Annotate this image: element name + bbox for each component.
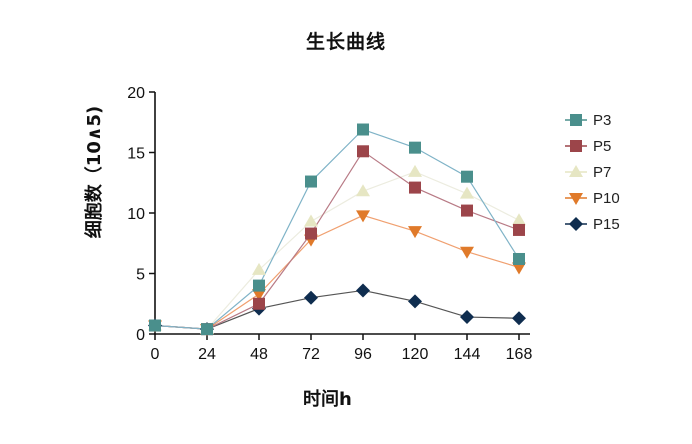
data-point-p3	[513, 252, 525, 265]
series-line-p5	[154, 150, 520, 330]
chart-title: 生长曲线	[305, 31, 386, 53]
data-point-p7	[408, 164, 422, 177]
x-tick-label: 72	[302, 346, 320, 363]
data-point-p3	[409, 141, 421, 154]
y-tick-label: 20	[127, 85, 145, 102]
x-tick-label: 0	[151, 346, 160, 363]
x-tick-label: 144	[454, 346, 481, 363]
data-point-p15	[460, 310, 474, 325]
data-point-p3	[149, 319, 161, 332]
data-point-p7	[252, 262, 266, 275]
legend-marker-p7	[569, 165, 583, 177]
legend-label-p5: P5	[593, 138, 611, 155]
x-tick-label: 168	[506, 346, 533, 363]
data-point-p3	[201, 323, 213, 336]
data-point-p7	[512, 213, 526, 226]
data-point-p5	[409, 181, 421, 194]
legend-marker-p10	[569, 193, 583, 205]
y-tick-label: 10	[127, 206, 145, 223]
data-point-p7	[460, 186, 474, 199]
series-line-p7	[154, 171, 520, 330]
data-point-p10	[252, 289, 266, 302]
data-point-p5	[461, 204, 473, 217]
x-axis-label: 时间h	[303, 389, 352, 410]
data-point-p5	[253, 297, 265, 310]
data-point-p7	[356, 184, 370, 197]
legend-label-p10: P10	[593, 190, 620, 207]
data-point-p5	[357, 145, 369, 158]
data-point-p5	[305, 227, 317, 240]
legend-label-p3: P3	[593, 112, 611, 129]
data-point-p10	[512, 262, 526, 275]
data-point-p3	[461, 170, 473, 183]
data-point-p15	[356, 283, 370, 298]
data-point-p3	[253, 279, 265, 292]
data-point-p15	[512, 311, 526, 326]
data-point-p15	[304, 290, 318, 305]
series-line-p3	[154, 128, 520, 330]
data-point-p15	[408, 294, 422, 309]
series-line-p10	[154, 214, 520, 330]
legend-label-p15: P15	[593, 216, 620, 233]
x-tick-label: 24	[198, 346, 216, 363]
data-point-p3	[305, 175, 317, 188]
data-point-p10	[460, 246, 474, 259]
data-point-p10	[356, 210, 370, 223]
y-tick-label: 5	[136, 267, 145, 284]
y-tick-label: 15	[127, 146, 145, 163]
x-tick-label: 96	[354, 346, 372, 363]
x-tick-label: 120	[402, 346, 429, 363]
data-point-p3	[357, 123, 369, 136]
legend-marker-p5	[570, 140, 582, 152]
legend-marker-p15	[569, 217, 583, 231]
x-tick-label: 48	[250, 346, 268, 363]
legend-label-p7: P7	[593, 164, 611, 181]
series-line-p15	[154, 289, 520, 330]
legend-marker-p3	[570, 114, 582, 126]
data-point-p7	[304, 214, 318, 227]
data-point-p10	[408, 226, 422, 239]
y-tick-label: 0	[136, 327, 145, 344]
data-point-p5	[513, 223, 525, 236]
